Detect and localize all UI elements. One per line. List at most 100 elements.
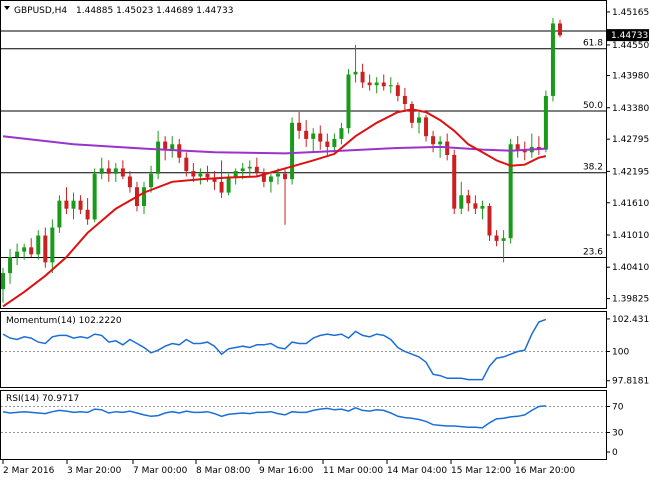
candle-body <box>247 166 252 169</box>
rsi-y-tick-label: 30 <box>612 429 624 439</box>
candle-body <box>381 82 386 87</box>
candle-body <box>149 173 154 188</box>
price-y-tick-label: 1.39825 <box>612 295 649 305</box>
price-y-tick-label: 1.41010 <box>612 231 649 241</box>
candle-body <box>261 172 266 182</box>
ma-fast-line <box>2 108 547 308</box>
price-y-tick-label: 1.42195 <box>612 167 649 177</box>
candle-body <box>64 200 69 209</box>
rsi-y-axis: 70 30 0 <box>606 403 624 458</box>
candle-body <box>120 168 125 177</box>
current-price-label: 1.44733 <box>611 31 648 41</box>
candle-body <box>15 251 20 257</box>
candle-body <box>170 144 175 150</box>
candle-body <box>92 173 97 220</box>
candle-body <box>353 71 358 75</box>
candle-body <box>480 206 485 209</box>
candle-body <box>240 168 245 172</box>
candle-body <box>297 122 302 131</box>
fib-level-label: 23.6 <box>583 248 603 258</box>
rsi-y-tick-label: 70 <box>612 403 624 413</box>
x-axis: 2 Mar 2016 3 Mar 20:00 7 Mar 00:00 8 Mar 08… <box>2 460 575 476</box>
candle-body <box>452 155 457 209</box>
candle-body <box>205 173 210 178</box>
momentum-title: Momentum(14) 102.2220 <box>6 316 122 326</box>
x-tick-label: 7 Mar 00:00 <box>133 466 188 476</box>
ma-slow-line <box>2 135 546 155</box>
candle-body <box>85 209 90 220</box>
candle-body <box>78 200 83 210</box>
candle-body <box>487 206 492 236</box>
candle-body <box>402 95 407 104</box>
candle-body <box>494 235 499 241</box>
candle-body <box>57 200 62 228</box>
price-y-tick-label: 1.41610 <box>612 199 649 209</box>
price-y-tick-label: 1.42795 <box>612 135 649 145</box>
candle-body <box>339 128 344 139</box>
candle-body <box>29 247 34 255</box>
price-y-tick-label: 1.45165 <box>612 8 649 18</box>
candle-body <box>332 138 337 147</box>
x-tick-label: 14 Mar 04:00 <box>387 466 447 476</box>
candle-body <box>466 195 471 204</box>
candle-body <box>409 104 414 123</box>
candle-body <box>275 173 280 177</box>
price-levels: 61.8 50.0 38.2 23.6 <box>1 30 606 259</box>
x-tick-label: 16 Mar 20:00 <box>515 466 575 476</box>
price-panel: 61.8 50.0 38.2 23.6 1.45165 1.44550 1.43980 1.… <box>0 0 649 309</box>
candle-body <box>233 171 238 177</box>
momentum-panel: 102.4317 100 97.8181 Momentum(14) 102.2220 <box>0 311 650 388</box>
candle-body <box>367 82 372 86</box>
candle-body <box>226 176 231 193</box>
candle-body <box>127 176 132 188</box>
momentum-y-tick-label: 100 <box>612 348 629 358</box>
candle-body <box>522 149 527 153</box>
fib-level-label: 38.2 <box>583 163 603 173</box>
x-tick-label: 8 Mar 08:00 <box>196 466 251 476</box>
price-y-axis: 1.45165 1.44550 1.43980 1.43380 1.42795 1.421… <box>606 8 649 305</box>
momentum-y-axis: 102.4317 100 97.8181 <box>606 315 650 387</box>
candle-body <box>99 168 104 174</box>
candle-body <box>212 177 217 182</box>
candle-body <box>501 238 506 241</box>
momentum-panel-border <box>0 311 607 388</box>
fib-level-label: 50.0 <box>583 101 603 111</box>
current-price-marker <box>607 29 649 42</box>
candle-body <box>283 173 288 180</box>
candle-body <box>113 168 118 174</box>
dropdown-triangle-icon[interactable] <box>4 6 10 10</box>
momentum-y-tick-label: 97.8181 <box>612 377 649 387</box>
fib-level-label: 61.8 <box>583 39 603 49</box>
x-tick-label: 2 Mar 2016 <box>3 466 55 476</box>
candle-body <box>1 273 5 290</box>
candle-body <box>142 187 147 206</box>
candle-body <box>36 235 41 255</box>
candle-body <box>388 85 393 87</box>
candle-body <box>43 235 48 263</box>
candle-body <box>508 144 513 239</box>
candle-body <box>431 136 436 145</box>
candle-body <box>459 195 464 209</box>
price-y-tick-label: 1.44550 <box>612 41 649 51</box>
candle-body <box>184 157 189 172</box>
chart-header: GBPUSD,H4 1.44885 1.45023 1.44689 1.4473… <box>4 6 233 16</box>
price-panel-border <box>0 0 607 309</box>
candle-body <box>156 141 161 174</box>
candle-body <box>163 141 168 150</box>
rsi-panel-border <box>0 390 607 460</box>
candle-body <box>106 168 111 174</box>
candle-body <box>416 117 421 123</box>
price-y-tick-label: 1.40410 <box>612 263 649 273</box>
candle-body <box>22 247 27 252</box>
ohlc-values: 1.44885 1.45023 1.44689 1.44733 <box>76 6 233 16</box>
x-tick-label: 3 Mar 20:00 <box>67 466 122 476</box>
x-tick-label: 9 Mar 16:00 <box>259 466 314 476</box>
price-y-tick-label: 1.43980 <box>612 72 649 82</box>
candle-body <box>374 82 379 86</box>
candle-body <box>438 141 443 145</box>
rsi-panel: 70 30 0 RSI(14) 70.9717 <box>0 390 624 460</box>
candle-body <box>198 173 203 177</box>
candle-body <box>191 171 196 177</box>
candle-body <box>8 257 13 274</box>
